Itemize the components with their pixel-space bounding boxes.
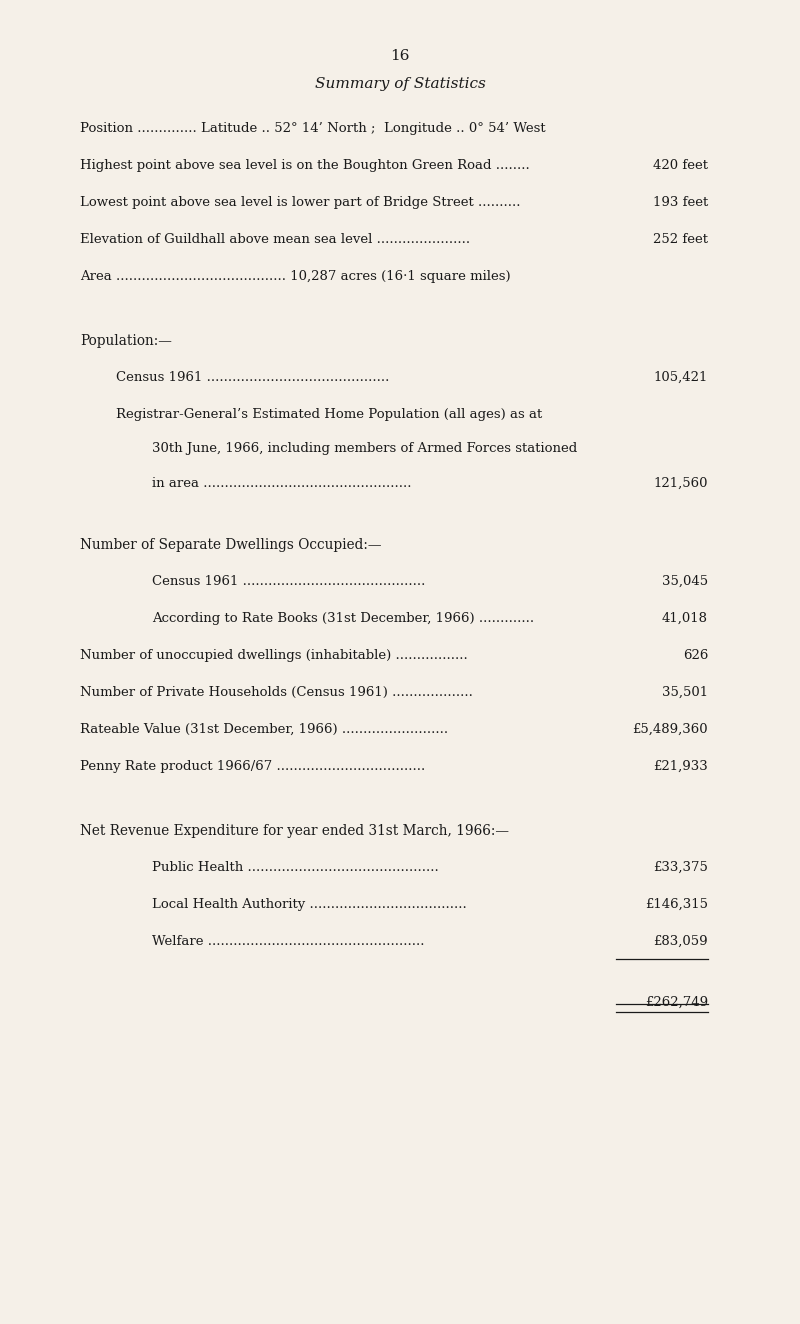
Text: According to Rate Books (31st December, 1966) .............: According to Rate Books (31st December, … [152, 612, 534, 625]
Text: Lowest point above sea level is lower part of Bridge Street ..........: Lowest point above sea level is lower pa… [80, 196, 521, 209]
Text: Number of unoccupied dwellings (inhabitable) .................: Number of unoccupied dwellings (inhabita… [80, 649, 468, 662]
Text: Area ........................................ 10,287 acres (16·1 square miles): Area ...................................… [80, 270, 510, 283]
Text: 30th June, 1966, including members of Armed Forces stationed: 30th June, 1966, including members of Ar… [152, 442, 578, 455]
Text: Rateable Value (31st December, 1966) .........................: Rateable Value (31st December, 1966) ...… [80, 723, 448, 736]
Text: Penny Rate product 1966/67 ...................................: Penny Rate product 1966/67 .............… [80, 760, 426, 773]
Text: £5,489,360: £5,489,360 [632, 723, 708, 736]
Text: Population:—: Population:— [80, 334, 172, 348]
Text: 35,501: 35,501 [662, 686, 708, 699]
Text: Highest point above sea level is on the Boughton Green Road ........: Highest point above sea level is on the … [80, 159, 530, 172]
Text: Census 1961 ...........................................: Census 1961 ............................… [152, 575, 426, 588]
Text: Net Revenue Expenditure for year ended 31st March, 1966:—: Net Revenue Expenditure for year ended 3… [80, 824, 509, 838]
Text: £83,059: £83,059 [654, 935, 708, 948]
Text: 105,421: 105,421 [654, 371, 708, 384]
Text: 121,560: 121,560 [654, 477, 708, 490]
Text: 252 feet: 252 feet [653, 233, 708, 246]
Text: Welfare ...................................................: Welfare ................................… [152, 935, 425, 948]
Text: 16: 16 [390, 49, 410, 64]
Text: Number of Separate Dwellings Occupied:—: Number of Separate Dwellings Occupied:— [80, 538, 382, 552]
Text: 193 feet: 193 feet [653, 196, 708, 209]
Text: 626: 626 [682, 649, 708, 662]
Text: Public Health .............................................: Public Health ..........................… [152, 861, 438, 874]
Text: £146,315: £146,315 [645, 898, 708, 911]
Text: Local Health Authority .....................................: Local Health Authority .................… [152, 898, 466, 911]
Text: £21,933: £21,933 [654, 760, 708, 773]
Text: 35,045: 35,045 [662, 575, 708, 588]
Text: £262,749: £262,749 [645, 996, 708, 1009]
Text: Census 1961 ...........................................: Census 1961 ............................… [116, 371, 390, 384]
Text: Position .............. Latitude .. 52° 14’ North ;  Longitude .. 0° 54’ West: Position .............. Latitude .. 52° … [80, 122, 546, 135]
Text: Registrar-General’s Estimated Home Population (all ages) as at: Registrar-General’s Estimated Home Popul… [116, 408, 542, 421]
Text: £33,375: £33,375 [653, 861, 708, 874]
Text: in area .................................................: in area ................................… [152, 477, 411, 490]
Text: Elevation of Guildhall above mean sea level ......................: Elevation of Guildhall above mean sea le… [80, 233, 470, 246]
Text: Number of Private Households (Census 1961) ...................: Number of Private Households (Census 196… [80, 686, 473, 699]
Text: Summary of Statistics: Summary of Statistics [314, 77, 486, 91]
Text: 420 feet: 420 feet [653, 159, 708, 172]
Text: 41,018: 41,018 [662, 612, 708, 625]
